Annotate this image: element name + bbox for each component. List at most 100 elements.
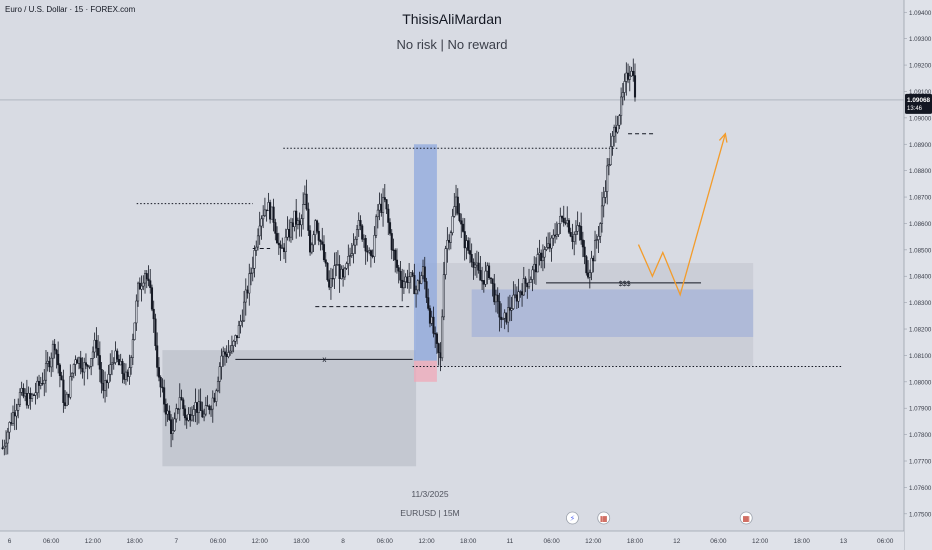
- candle-body-131[interactable]: [229, 350, 232, 353]
- candle-body-28[interactable]: [50, 357, 53, 368]
- candle-body-266[interactable]: [463, 231, 466, 249]
- candle-body-55[interactable]: [97, 347, 100, 356]
- candle-body-69[interactable]: [121, 361, 124, 374]
- candle-body-291[interactable]: [507, 307, 510, 323]
- candle-body-74[interactable]: [130, 357, 133, 368]
- candle-body-337[interactable]: [587, 272, 590, 278]
- candle-body-11[interactable]: [20, 387, 23, 393]
- candle-body-350[interactable]: [609, 146, 612, 166]
- candle-body-49[interactable]: [86, 364, 89, 367]
- candle-body-66[interactable]: [116, 350, 119, 360]
- candle-body-104[interactable]: [182, 399, 185, 410]
- candle-body-213[interactable]: [371, 255, 374, 257]
- candle-body-245[interactable]: [427, 297, 430, 309]
- candle-body-107[interactable]: [187, 413, 190, 421]
- candle-body-276[interactable]: [481, 280, 484, 282]
- candle-body-145[interactable]: [253, 250, 256, 269]
- current-price-badge[interactable]: [905, 93, 932, 114]
- candle-body-139[interactable]: [243, 301, 246, 322]
- candle-body-235[interactable]: [409, 272, 412, 277]
- candle-body-183[interactable]: [319, 240, 322, 243]
- candle-body-191[interactable]: [333, 265, 336, 279]
- candle-body-102[interactable]: [178, 397, 181, 410]
- candle-body-6[interactable]: [11, 412, 15, 424]
- candle-body-153[interactable]: [267, 202, 270, 212]
- candle-body-307[interactable]: [534, 264, 538, 273]
- candle-body-192[interactable]: [335, 264, 338, 266]
- candle-body-146[interactable]: [255, 246, 258, 251]
- candle-body-166[interactable]: [289, 222, 293, 238]
- candle-body-293[interactable]: [510, 308, 513, 311]
- candle-body-196[interactable]: [342, 268, 345, 278]
- candle-body-288[interactable]: [501, 317, 504, 320]
- candle-body-138[interactable]: [241, 320, 244, 322]
- candle-body-262[interactable]: [456, 196, 459, 214]
- candle-body-344[interactable]: [599, 223, 602, 237]
- candle-body-283[interactable]: [493, 283, 496, 303]
- candle-body-295[interactable]: [514, 294, 517, 296]
- candle-body-319[interactable]: [555, 234, 558, 237]
- candle-body-160[interactable]: [279, 244, 282, 249]
- candle-body-241[interactable]: [420, 275, 423, 284]
- candle-body-37[interactable]: [65, 393, 68, 406]
- candle-body-157[interactable]: [274, 222, 277, 234]
- candle-body-325[interactable]: [566, 220, 569, 224]
- candle-body-81[interactable]: [142, 282, 145, 287]
- candle-body-126[interactable]: [220, 355, 223, 367]
- candle-body-297[interactable]: [517, 291, 520, 302]
- candle-body-8[interactable]: [15, 410, 18, 417]
- candle-body-268[interactable]: [467, 240, 470, 251]
- candle-body-100[interactable]: [175, 408, 178, 420]
- candle-body-204[interactable]: [355, 229, 359, 240]
- candle-body-180[interactable]: [314, 220, 317, 235]
- candle-body-273[interactable]: [475, 262, 478, 266]
- candle-body-142[interactable]: [248, 273, 251, 294]
- candle-body-264[interactable]: [460, 220, 463, 225]
- candle-body-216[interactable]: [376, 209, 379, 218]
- candle-body-250[interactable]: [435, 333, 438, 344]
- candle-body-303[interactable]: [527, 282, 531, 288]
- candle-body-159[interactable]: [277, 242, 280, 246]
- candle-body-168[interactable]: [293, 210, 296, 228]
- candle-body-151[interactable]: [263, 209, 266, 216]
- candle-body-106[interactable]: [185, 417, 188, 421]
- candle-body-167[interactable]: [291, 222, 294, 228]
- candle-body-354[interactable]: [616, 124, 619, 133]
- candle-body-351[interactable]: [611, 135, 614, 147]
- candle-body-304[interactable]: [529, 279, 532, 283]
- candle-body-189[interactable]: [329, 278, 332, 288]
- candle-body-84[interactable]: [147, 278, 150, 281]
- candle-body-312[interactable]: [543, 249, 546, 258]
- candle-body-217[interactable]: [378, 203, 381, 211]
- candle-body-242[interactable]: [421, 266, 425, 277]
- candle-body-243[interactable]: [423, 266, 426, 282]
- candle-body-51[interactable]: [90, 358, 93, 367]
- candle-body-335[interactable]: [583, 246, 586, 257]
- candle-body-116[interactable]: [203, 413, 206, 418]
- candle-body-316[interactable]: [550, 237, 553, 249]
- candle-body-27[interactable]: [48, 360, 51, 368]
- candle-body-246[interactable]: [428, 308, 432, 324]
- candle-body-299[interactable]: [521, 291, 524, 296]
- candle-body-315[interactable]: [548, 243, 551, 249]
- candle-body-317[interactable]: [552, 234, 555, 239]
- stop-red-column[interactable]: [413, 360, 437, 382]
- candle-body-202[interactable]: [352, 244, 355, 254]
- candle-body-172[interactable]: [300, 218, 303, 226]
- candle-body-161[interactable]: [281, 247, 284, 249]
- candle-body-43[interactable]: [76, 359, 79, 364]
- candle-body-77[interactable]: [135, 300, 138, 324]
- candle-body-21[interactable]: [37, 380, 41, 386]
- candle-body-358[interactable]: [623, 81, 626, 93]
- candle-body-128[interactable]: [223, 351, 226, 355]
- candle-body-75[interactable]: [131, 339, 134, 358]
- candle-body-342[interactable]: [595, 239, 598, 241]
- candle-body-120[interactable]: [210, 408, 213, 411]
- candle-body-234[interactable]: [408, 276, 411, 283]
- candle-body-124[interactable]: [216, 381, 220, 392]
- candle-body-212[interactable]: [369, 250, 372, 256]
- candle-body-353[interactable]: [614, 126, 617, 133]
- candle-body-136[interactable]: [237, 325, 240, 338]
- candle-body-309[interactable]: [538, 252, 541, 255]
- candle-body-85[interactable]: [149, 280, 152, 288]
